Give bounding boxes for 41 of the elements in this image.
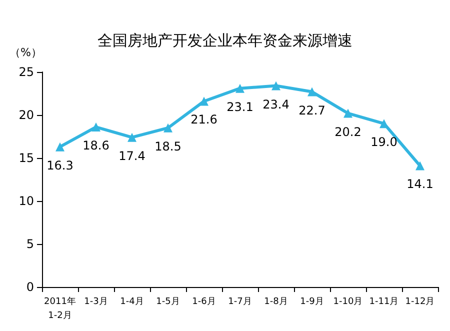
data-label: 17.4: [118, 148, 146, 163]
y-tick-label: 0: [26, 280, 34, 294]
y-tick-label: 10: [18, 194, 34, 208]
x-tick-label: 1-7月: [228, 297, 252, 307]
point: [416, 161, 424, 170]
point: [272, 81, 280, 90]
data-label: 16.3: [46, 158, 74, 172]
x-tick-label: 1-3月: [84, 297, 108, 307]
x-tick-label: 2011年 1-2月: [44, 296, 76, 321]
data-label: 21.6: [190, 112, 218, 127]
point: [380, 119, 388, 128]
x-tick-label: 1-10月: [333, 297, 363, 307]
point: [236, 84, 244, 93]
x-tick-label: 1-5月: [156, 297, 180, 307]
data-label: 20.2: [334, 124, 362, 139]
point: [308, 87, 316, 96]
y-tick-label: 15: [18, 151, 34, 165]
x-tick-label: 1-9月: [300, 297, 324, 307]
data-label: 23.1: [226, 100, 254, 114]
data-label: 23.4: [262, 97, 290, 112]
x-tick-label: 1-8月: [264, 297, 288, 307]
y-axis-title: （%）: [10, 46, 42, 59]
x-tick-label: 1-6月: [192, 297, 216, 307]
x-tick-label: 1-12月: [405, 297, 435, 307]
y-tick-label: 5: [26, 237, 34, 251]
point: [200, 96, 208, 106]
point: [344, 108, 352, 118]
y-tick-label: 25: [18, 65, 34, 79]
point: [128, 132, 136, 142]
data-label: 22.7: [298, 103, 326, 118]
y-tick-label: 20: [18, 108, 34, 122]
data-label: 19.0: [370, 135, 398, 150]
point: [164, 123, 172, 132]
data-label: 14.1: [406, 177, 434, 192]
data-label: 18.5: [154, 139, 182, 154]
chart-title: 全国房地产开发企业本年资金来源增速: [98, 32, 352, 50]
x-tick-label: 1-4月: [120, 297, 144, 307]
point: [56, 142, 64, 152]
x-tick-label: 1-11月: [369, 297, 399, 307]
data-label: 18.6: [82, 138, 110, 153]
point: [92, 122, 100, 132]
